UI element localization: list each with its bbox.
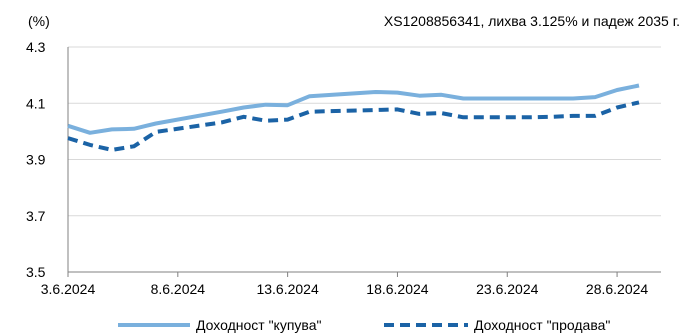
gridlines (68, 46, 661, 217)
legend: Доходност "купува" Доходност "продава" (118, 317, 610, 333)
y-tick-label: 4.3 (26, 39, 46, 55)
y-tick-label: 3.7 (26, 208, 46, 224)
y-tick-label: 3.9 (26, 152, 46, 168)
legend-label: Доходност "продава" (474, 317, 610, 333)
x-tick-label: 13.6.2024 (256, 281, 318, 297)
series-lines (67, 83, 640, 152)
x-tick-label: 8.6.2024 (151, 281, 206, 297)
chart-title: XS1208856341, лихва 3.125% и падеж 2035 … (384, 13, 680, 29)
legend-label: Доходност "купува" (196, 317, 321, 333)
chart-unit-label: (%) (28, 13, 50, 29)
x-tick-label: 18.6.2024 (366, 281, 428, 297)
x-tick-label: 23.6.2024 (476, 281, 538, 297)
x-axis: 3.6.2024 8.6.2024 13.6.2024 18.6.2024 23.6.2… (41, 272, 648, 297)
y-tick-label: 3.5 (26, 264, 46, 280)
y-axis: 4.3 4.1 3.9 3.7 3.5 (26, 39, 661, 280)
x-tick-label: 3.6.2024 (41, 281, 96, 297)
x-tick-label: 28.6.2024 (586, 281, 648, 297)
series-line-buy (67, 83, 640, 135)
y-tick-label: 4.1 (26, 95, 46, 111)
series-line-sell (67, 100, 640, 152)
